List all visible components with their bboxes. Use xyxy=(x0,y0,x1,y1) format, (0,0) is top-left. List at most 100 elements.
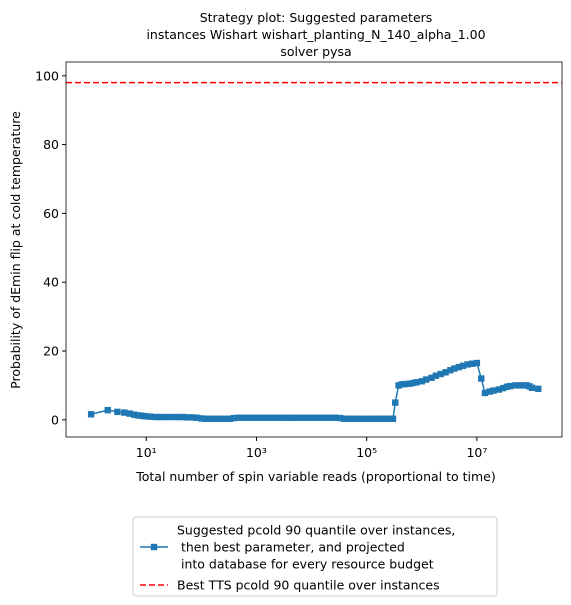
marker xyxy=(428,374,435,382)
marker xyxy=(418,378,425,385)
marker xyxy=(377,415,384,422)
marker xyxy=(171,413,179,421)
marker xyxy=(336,414,344,422)
marker xyxy=(367,415,375,422)
marker xyxy=(447,367,454,374)
marker xyxy=(180,413,187,421)
y-tick-label: 0 xyxy=(51,412,59,427)
y-axis-label: Probability of dEmin flip at cold temper… xyxy=(8,111,23,389)
marker xyxy=(235,414,242,421)
marker xyxy=(340,415,348,422)
y-tick-label: 80 xyxy=(43,137,59,152)
marker xyxy=(468,360,476,367)
marker xyxy=(202,415,209,422)
marker xyxy=(512,382,519,389)
marker xyxy=(226,415,234,422)
marker xyxy=(422,376,430,383)
x-tick-label: 10⁷ xyxy=(466,445,487,460)
marker xyxy=(481,389,489,397)
marker xyxy=(395,382,402,389)
marker xyxy=(402,380,409,388)
marker xyxy=(389,415,397,422)
plot-frame xyxy=(65,61,563,438)
marker xyxy=(303,414,311,421)
marker xyxy=(198,415,205,422)
marker xyxy=(432,372,440,379)
marker xyxy=(262,414,270,421)
marker xyxy=(312,414,320,421)
legend-marker xyxy=(150,543,158,551)
marker xyxy=(392,399,399,406)
marker xyxy=(322,414,329,421)
marker xyxy=(152,413,160,421)
x-tick-label: 10⁵ xyxy=(356,445,377,460)
marker xyxy=(161,413,169,421)
marker xyxy=(358,415,366,422)
marker xyxy=(442,369,449,376)
marker xyxy=(239,414,246,421)
marker xyxy=(104,406,111,414)
marker xyxy=(464,361,471,368)
marker xyxy=(473,359,481,367)
marker xyxy=(281,414,289,421)
marker xyxy=(121,409,128,416)
marker xyxy=(299,414,306,421)
marker xyxy=(406,380,413,387)
marker xyxy=(193,414,200,421)
marker xyxy=(451,365,458,372)
marker xyxy=(277,414,284,421)
marker xyxy=(455,363,463,371)
marker xyxy=(166,413,174,421)
marker xyxy=(253,414,260,421)
marker xyxy=(499,384,507,392)
marker xyxy=(230,414,238,422)
marker xyxy=(143,413,150,420)
marker xyxy=(382,415,389,422)
marker xyxy=(290,414,297,421)
x-tick-label: 10¹ xyxy=(136,445,157,460)
marker xyxy=(478,375,485,382)
marker xyxy=(175,413,183,421)
marker xyxy=(130,411,138,418)
marker xyxy=(413,379,420,386)
x-axis-label: Total number of spin variable reads (pro… xyxy=(135,469,496,484)
marker xyxy=(147,413,154,420)
marker xyxy=(221,415,229,422)
marker xyxy=(459,362,467,369)
y-tick-label: 60 xyxy=(43,206,59,221)
marker xyxy=(257,414,265,421)
marker xyxy=(516,382,523,389)
marker xyxy=(294,414,301,421)
marker xyxy=(345,415,352,422)
marker xyxy=(490,387,497,394)
chart-title: Strategy plot: Suggested parameters insta… xyxy=(146,10,485,59)
marker xyxy=(285,414,293,421)
marker xyxy=(217,415,224,422)
marker xyxy=(495,386,503,393)
marker xyxy=(373,415,380,422)
marker xyxy=(188,414,196,421)
marker xyxy=(437,370,444,378)
y-tick-label: 20 xyxy=(43,343,59,358)
marker xyxy=(354,415,361,422)
marker xyxy=(528,384,536,392)
legend-label: Suggested pcold 90 quantile over instanc… xyxy=(177,523,455,572)
marker xyxy=(318,414,325,421)
marker xyxy=(506,382,514,390)
marker xyxy=(332,414,339,421)
marker xyxy=(349,415,357,422)
marker xyxy=(184,414,191,421)
series-line xyxy=(90,362,539,420)
marker xyxy=(126,410,133,417)
marker xyxy=(486,388,493,395)
y-tick-label: 40 xyxy=(43,275,59,290)
marker xyxy=(535,385,542,393)
marker xyxy=(87,411,95,418)
marker xyxy=(363,415,370,422)
marker xyxy=(327,414,334,421)
x-tick-label: 10³ xyxy=(246,445,267,460)
marker xyxy=(248,414,255,421)
marker xyxy=(212,415,219,422)
legend-label: Best TTS pcold 90 quantile over instance… xyxy=(177,578,440,593)
